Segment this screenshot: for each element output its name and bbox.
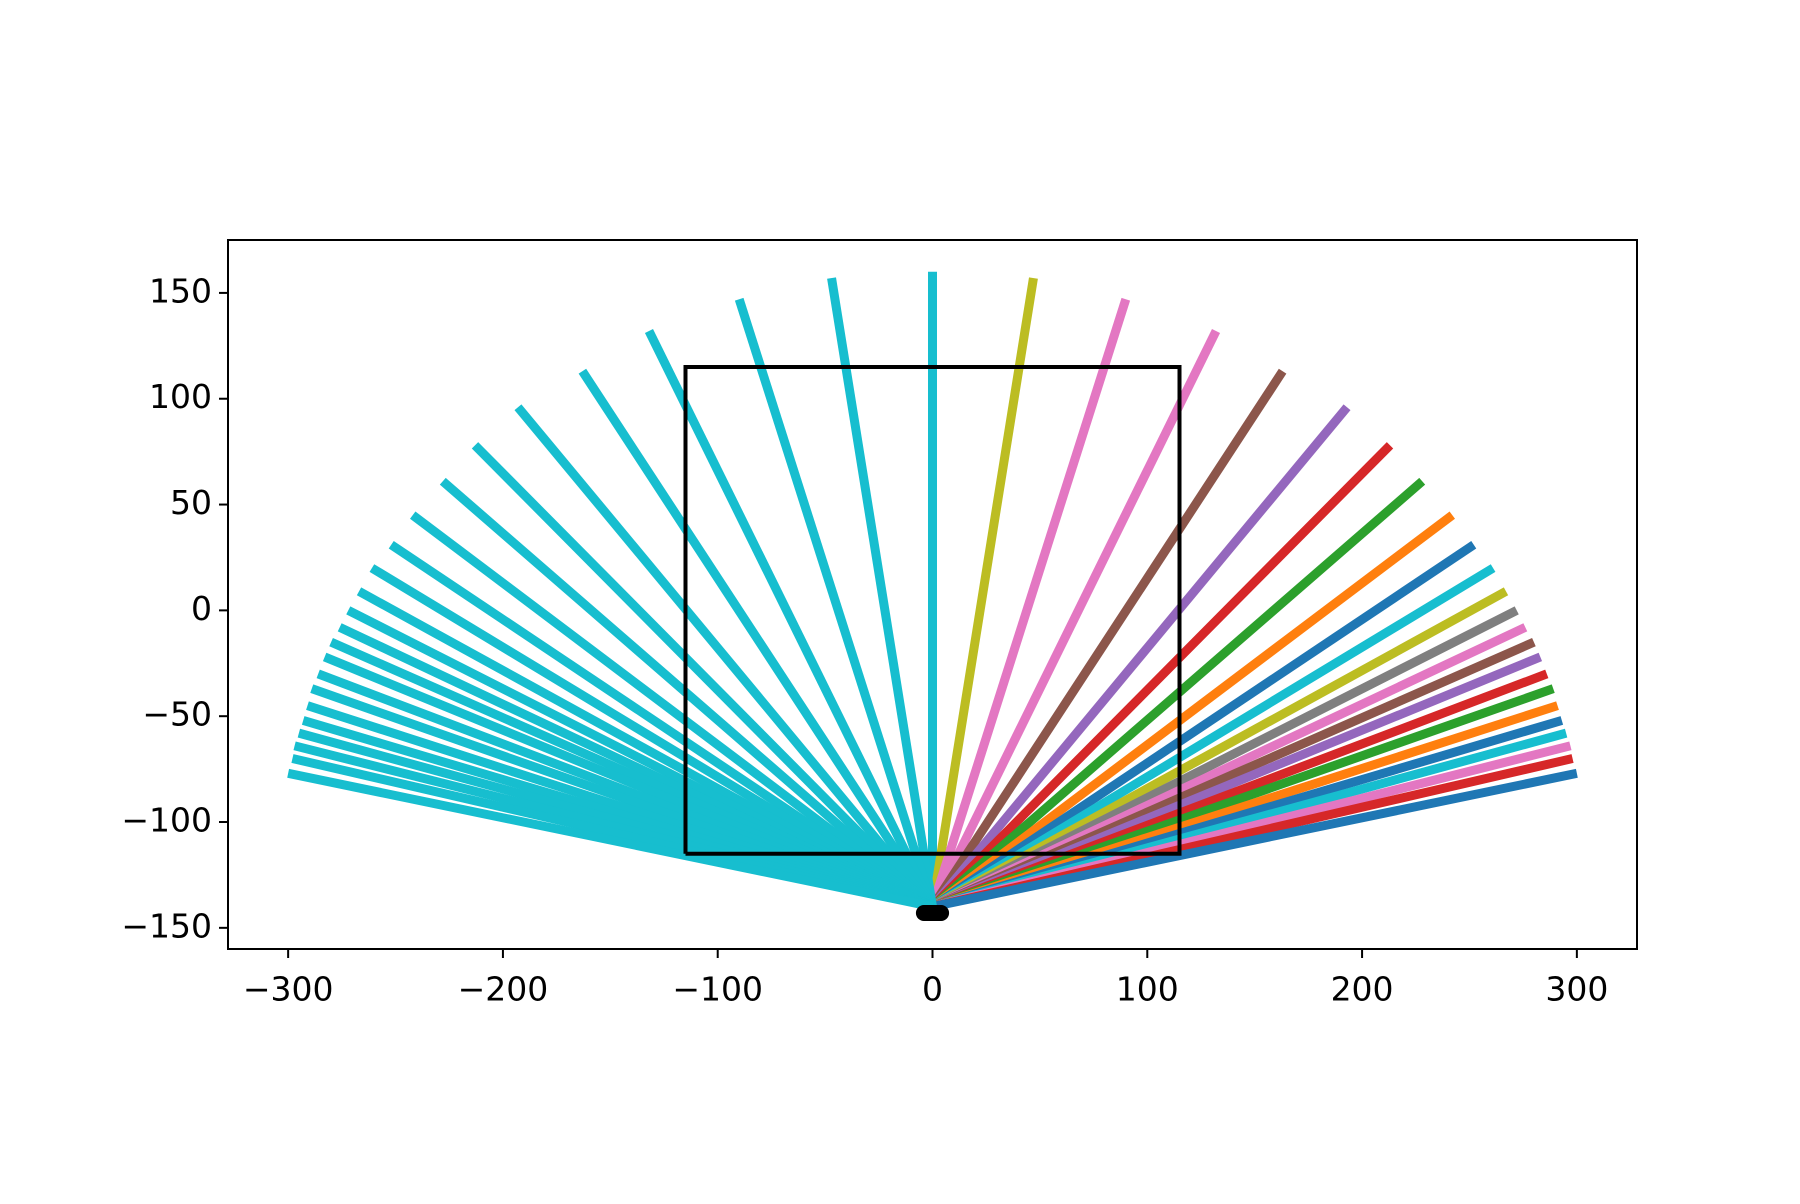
ray bbox=[514, 404, 936, 910]
ray bbox=[388, 541, 936, 911]
x-tick-label: 100 bbox=[1116, 970, 1179, 1009]
plot-area bbox=[287, 271, 1578, 922]
ray bbox=[578, 368, 937, 910]
ray bbox=[931, 768, 1578, 912]
y-tick-label: 150 bbox=[149, 271, 212, 310]
ray bbox=[410, 511, 936, 911]
ray bbox=[929, 477, 1426, 911]
ray bbox=[929, 511, 1455, 911]
ray bbox=[929, 541, 1477, 911]
y-tick-label: 50 bbox=[170, 483, 212, 522]
x-tick-label: 200 bbox=[1331, 970, 1394, 1009]
ray bbox=[928, 277, 1038, 908]
y-tick-label: −150 bbox=[121, 906, 212, 945]
y-tick-label: 0 bbox=[191, 589, 212, 628]
ray bbox=[644, 329, 937, 909]
ray bbox=[827, 277, 937, 908]
ray bbox=[439, 477, 936, 911]
ray bbox=[928, 297, 1131, 909]
ray bbox=[287, 768, 934, 912]
y-tick-label: −100 bbox=[121, 801, 212, 840]
x-tick-label: −200 bbox=[458, 970, 549, 1009]
ray bbox=[928, 368, 1287, 910]
x-tick-label: −100 bbox=[672, 970, 763, 1009]
ray bbox=[929, 442, 1394, 910]
x-tick-label: −300 bbox=[243, 970, 334, 1009]
y-tick-label: 100 bbox=[149, 377, 212, 416]
outline bbox=[683, 364, 1182, 856]
y-tick-label: −50 bbox=[142, 695, 212, 734]
x-tick-label: 0 bbox=[922, 970, 943, 1009]
x-tick-label: 300 bbox=[1545, 970, 1608, 1009]
ray bbox=[928, 329, 1221, 909]
ray bbox=[929, 404, 1351, 910]
ray bbox=[471, 442, 936, 910]
ray bbox=[734, 297, 937, 909]
